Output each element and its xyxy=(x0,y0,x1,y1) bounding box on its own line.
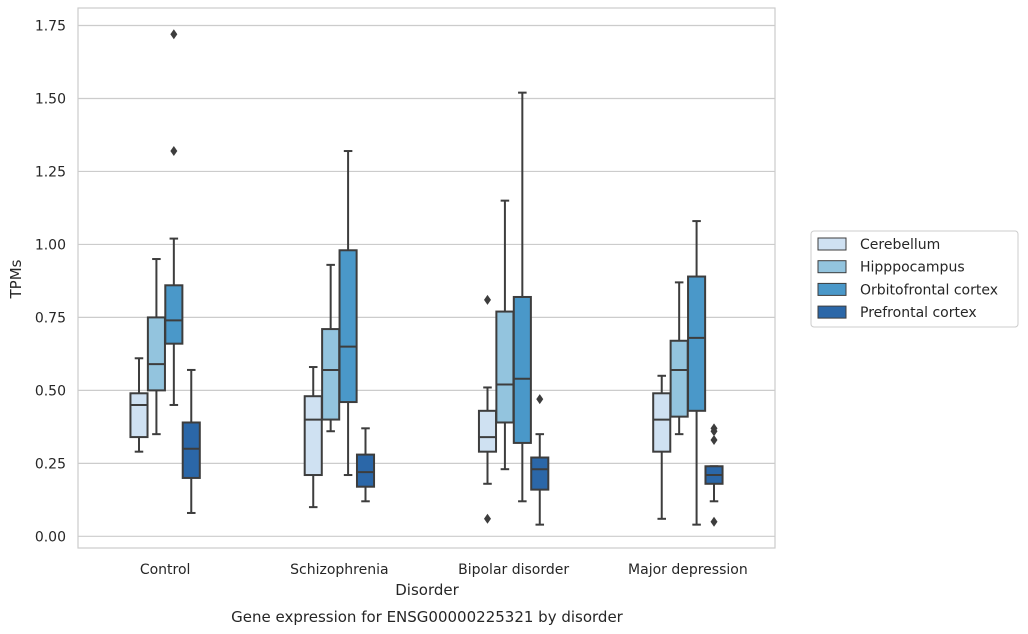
legend-label: Cerebellum xyxy=(860,237,940,253)
legend-swatch xyxy=(817,282,847,296)
box-0-2 xyxy=(164,29,184,406)
box-3-3 xyxy=(704,423,724,527)
box-body xyxy=(164,284,184,345)
outlier-point xyxy=(710,516,718,527)
y-tick-label: 0.00 xyxy=(35,529,66,545)
y-tick-label: 1.75 xyxy=(35,19,66,35)
outlier-point xyxy=(710,426,718,437)
y-tick-label: 1.00 xyxy=(35,237,66,253)
box-2-3 xyxy=(530,394,550,526)
y-axis-label: TPMs xyxy=(7,259,25,299)
y-tick-label: 1.25 xyxy=(35,164,66,180)
box-1-3 xyxy=(355,427,376,503)
x-tick-label: Schizophrenia xyxy=(290,562,388,578)
plot-frame xyxy=(77,7,776,549)
box-body xyxy=(303,395,323,477)
box-2-1 xyxy=(495,199,515,471)
legend-label: Prefrontal cortex xyxy=(860,305,977,321)
x-tick-label: Major depression xyxy=(628,562,748,578)
box-0-3 xyxy=(181,368,201,514)
x-tick-label: Control xyxy=(140,562,191,578)
box-body xyxy=(530,456,550,491)
box-2-0 xyxy=(477,294,498,524)
legend-frame xyxy=(810,230,1019,328)
legend-label: Orbitofrontal cortex xyxy=(860,282,998,298)
x-tick-label: Bipolar disorder xyxy=(458,562,569,578)
box-1-2 xyxy=(338,150,358,477)
legend-swatch xyxy=(817,305,847,319)
outlier-point xyxy=(483,294,491,305)
legend-label: Hipppocampus xyxy=(860,260,965,276)
box-0-0 xyxy=(129,357,149,453)
box-body xyxy=(512,295,532,444)
axis-ticks: 0.00 0.25 0.50 0.75 1.00 1.25 1.50 1.75 Control S… xyxy=(35,19,748,578)
outlier-point xyxy=(536,394,544,405)
box-plots xyxy=(129,29,724,527)
box-body xyxy=(129,392,149,439)
legend-swatch xyxy=(817,237,847,251)
box-body xyxy=(652,392,672,453)
box-body xyxy=(321,328,341,421)
legend: Cerebellum Hipppocampus Orbitofrontal cort… xyxy=(810,230,1019,328)
box-1-0 xyxy=(303,366,323,509)
outlier-point xyxy=(170,146,178,157)
legend-swatch xyxy=(817,260,847,274)
y-tick-label: 0.75 xyxy=(35,310,66,326)
x-axis-label: Disorder xyxy=(395,581,459,599)
box-2-2 xyxy=(512,91,532,503)
box-0-1 xyxy=(146,258,166,436)
box-body xyxy=(338,249,358,404)
box-body xyxy=(687,275,707,412)
outlier-point xyxy=(483,513,491,524)
outlier-point xyxy=(710,435,718,445)
chart-title: Gene expression for ENSG00000225321 by d… xyxy=(231,608,624,626)
box-3-1 xyxy=(669,281,689,436)
y-tick-label: 0.25 xyxy=(35,456,66,472)
box-3-0 xyxy=(652,374,672,520)
y-tick-label: 1.50 xyxy=(35,91,66,107)
box-body xyxy=(146,316,166,392)
box-3-2 xyxy=(687,220,707,526)
box-body xyxy=(669,339,689,418)
box-1-1 xyxy=(321,263,341,433)
box-body xyxy=(181,421,201,479)
box-body xyxy=(495,310,515,424)
outlier-point xyxy=(170,29,178,40)
y-tick-label: 0.50 xyxy=(35,383,66,399)
box-body xyxy=(477,409,498,453)
box-body xyxy=(355,453,376,488)
